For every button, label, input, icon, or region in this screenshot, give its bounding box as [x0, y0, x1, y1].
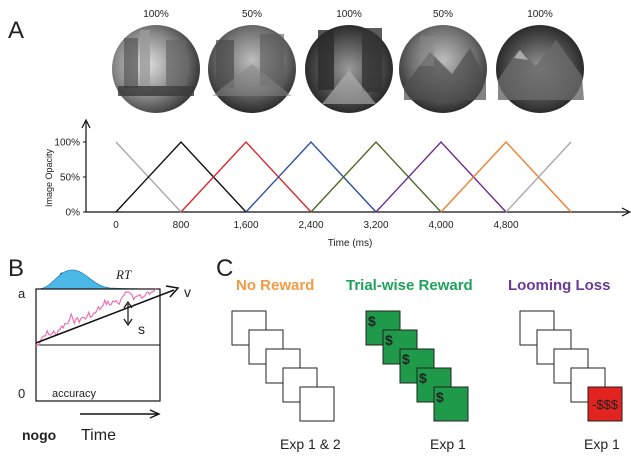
series-line-7: [440, 140, 572, 213]
scene-percent-1: 100%: [143, 9, 169, 20]
series-line-3: [180, 140, 312, 213]
x-tick-label: 2,400: [298, 220, 323, 231]
y-tick-label: 50%: [60, 173, 80, 184]
caption-looming-loss: Exp 1: [584, 436, 620, 452]
scene-percent-labels: 100% 50% 100% 50% 100%: [143, 9, 553, 20]
x-tick-label: 1,600: [233, 220, 258, 231]
reward-dollar: $: [368, 313, 376, 329]
loss-text: -$$$: [592, 397, 619, 412]
evidence-trace: [35, 288, 157, 346]
x-axis-arrow: [621, 207, 631, 217]
x-tick-label: 3,200: [363, 220, 388, 231]
condition-title-looming-loss: Looming Loss: [508, 277, 611, 294]
scene-image-5: [496, 25, 584, 113]
series-line-8: [505, 141, 572, 213]
scene-percent-3: 100%: [336, 9, 362, 20]
caption-trial-wise-reward: Exp 1: [430, 436, 466, 452]
nogo-label: nogo: [22, 427, 56, 443]
scene-percent-2: 50%: [242, 9, 262, 20]
reward-dollar: $: [402, 351, 410, 367]
x-tick-label: 4,800: [493, 220, 518, 231]
y-axis-arrow: [81, 118, 91, 129]
reward-dollar: $: [436, 389, 444, 405]
reward-dollar: $: [385, 332, 393, 348]
go-distribution: [37, 269, 161, 290]
y-tick-label: 100%: [54, 138, 80, 149]
scene-percent-5: 100%: [527, 9, 553, 20]
noise-arrowheads: [123, 300, 133, 327]
panel-c-label: C: [216, 255, 233, 282]
series-layer: [115, 140, 572, 213]
trial-box: [433, 386, 469, 422]
drift-v-label: v: [184, 284, 191, 300]
bound-zero-label: 0: [18, 386, 25, 401]
scene-image-1: [112, 25, 200, 113]
reward-dollar: $: [419, 370, 427, 386]
rt-label: RT: [115, 267, 132, 282]
time-label: Time: [81, 427, 116, 444]
scene-image-3: [305, 25, 393, 113]
panel-b-label: B: [8, 255, 24, 282]
stack-no-reward: [231, 310, 335, 422]
trial-box: [299, 386, 335, 422]
noise-s-label: s: [138, 321, 145, 337]
stack-looming-loss: -$$$: [519, 310, 623, 422]
scene-image-2: [208, 25, 296, 113]
accuracy-label: accuracy: [52, 388, 97, 400]
x-tick-label: 800: [173, 220, 190, 231]
y-axis-label: Image Opacity: [44, 148, 54, 207]
x-axis-label: Time (ms): [328, 238, 373, 249]
series-line-4: [245, 140, 377, 213]
trial-box: [587, 386, 623, 422]
panel-a-label: A: [8, 17, 24, 44]
series-line-5: [310, 140, 442, 213]
stack-trial-wise-reward: $ $ $ $ $: [365, 310, 469, 422]
opacity-chart: Image Opacity Time (ms) 0% 50% 100% 0 800 1,…: [44, 118, 631, 249]
drift-line: [35, 289, 175, 344]
x-tick-label: 0: [113, 220, 119, 231]
y-tick-layer: 0% 50% 100%: [54, 138, 86, 219]
series-line-2: [115, 140, 247, 213]
y-tick-label: 0%: [66, 208, 81, 219]
scene-percent-4: 50%: [433, 9, 453, 20]
caption-no-reward: Exp 1 & 2: [280, 436, 341, 452]
series-line-6: [375, 140, 507, 213]
condition-title-no-reward: No Reward: [236, 277, 314, 294]
x-tick-layer: 0 800 1,600 2,400 3,200 4,000 4,800: [113, 220, 519, 231]
bound-a-label: a: [18, 286, 26, 301]
scene-image-4: [399, 25, 487, 113]
time-arrowhead: [149, 409, 161, 419]
condition-title-trial-wise-reward: Trial-wise Reward: [346, 277, 473, 294]
x-tick-label: 4,000: [428, 220, 453, 231]
drift-arrow: [165, 285, 180, 298]
